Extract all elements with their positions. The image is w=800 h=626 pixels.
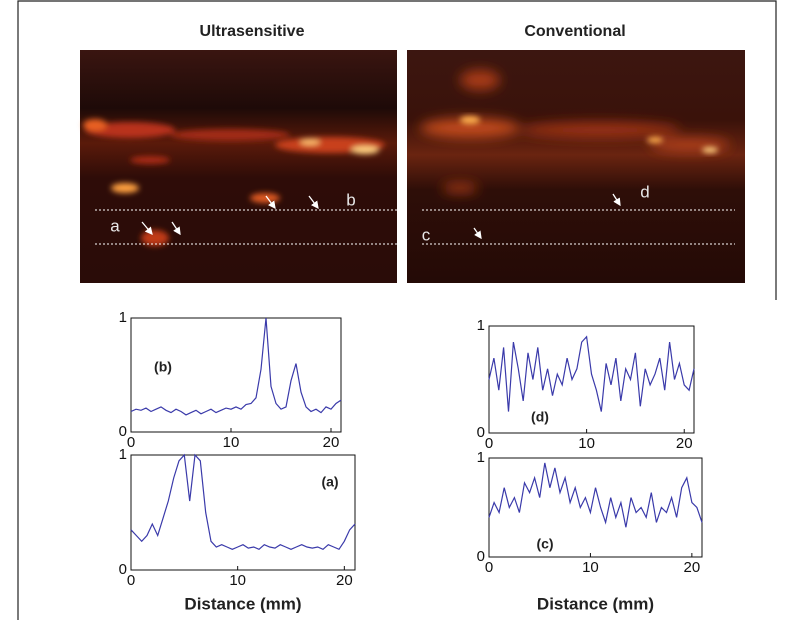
x-tick-label: 10 [223,434,240,451]
x-tick-label: 20 [676,435,693,452]
y-tick-label: 0 [119,423,127,440]
y-tick-label: 1 [477,449,485,466]
x-tick-label: 0 [485,435,493,452]
y-tick-label: 0 [119,561,127,578]
x-axis-label: Distance (mm) [184,594,301,613]
y-tick-label: 1 [119,309,127,326]
data-line [130,453,356,551]
x-axis-label: Distance (mm) [537,594,654,613]
frame [17,0,777,620]
marker-label: c [422,225,431,244]
x-tick-label: 0 [127,572,135,589]
conventional-image [407,50,745,283]
image-title: Ultrasensitive [200,23,305,40]
plot-area [130,454,356,571]
data-line [488,462,703,528]
marker-label: b [346,190,355,209]
x-tick-label: 0 [485,559,493,576]
panel-label: (b) [154,359,172,375]
marker-label: d [640,182,649,201]
panel-label: (d) [531,409,549,425]
data-line [488,335,695,412]
x-tick-label: 0 [127,434,135,451]
marker-label: a [110,216,120,235]
x-tick-label: 20 [684,559,701,576]
data-line [130,317,342,416]
image-title: Conventional [524,23,625,40]
x-tick-label: 10 [582,559,599,576]
x-tick-label: 20 [323,434,340,451]
panel-label: (a) [321,474,338,490]
x-tick-label: 10 [578,435,595,452]
plot-area [488,457,703,558]
ultrasensitive-image [80,50,397,283]
y-tick-label: 0 [477,424,485,441]
x-tick-label: 10 [229,572,246,589]
y-tick-label: 1 [119,446,127,463]
y-tick-label: 1 [477,317,485,334]
x-tick-label: 20 [336,572,353,589]
panel-label: (c) [536,536,553,552]
y-tick-label: 0 [477,548,485,565]
plot-area [130,317,342,433]
